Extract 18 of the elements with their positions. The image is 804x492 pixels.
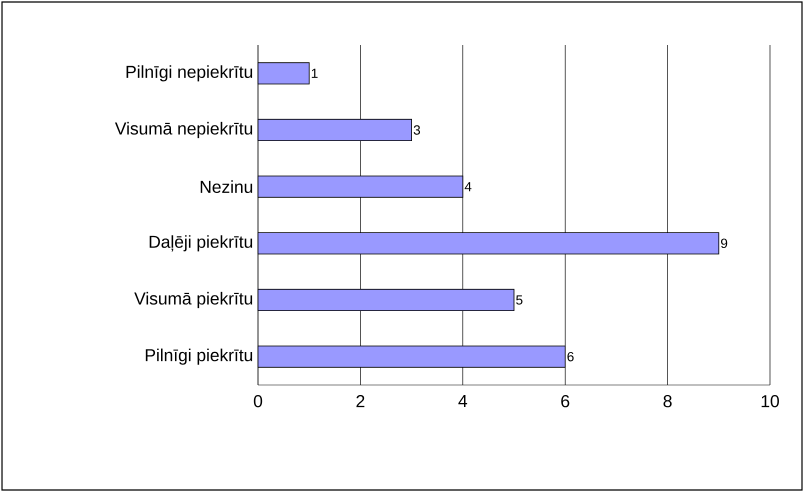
y-tick-label: Visumā nepiekrītu	[114, 122, 252, 138]
data-label: 1	[312, 68, 318, 78]
x-tick-label: 10	[762, 395, 779, 408]
data-label: 6	[567, 352, 574, 362]
y-tick-label: Nezinu	[200, 180, 252, 194]
x-tick-label: 0	[254, 395, 262, 408]
data-label: 4	[464, 182, 472, 192]
x-tick-label: 8	[664, 395, 672, 408]
y-tick-label: Daļēji piekrītu	[150, 235, 252, 252]
data-label: 5	[516, 295, 522, 305]
data-label: 9	[721, 238, 728, 248]
x-tick-label: 6	[561, 395, 570, 408]
x-tick-label: 2	[356, 395, 364, 408]
y-tick-label: Visumā piekrītu	[134, 292, 252, 308]
data-label: 3	[414, 125, 420, 135]
y-tick-label: Pilnīgi piekrītu	[146, 348, 252, 365]
x-tick-label: 4	[458, 395, 468, 407]
y-tick-label: Pilnīgi nepiekrītu	[126, 65, 252, 82]
